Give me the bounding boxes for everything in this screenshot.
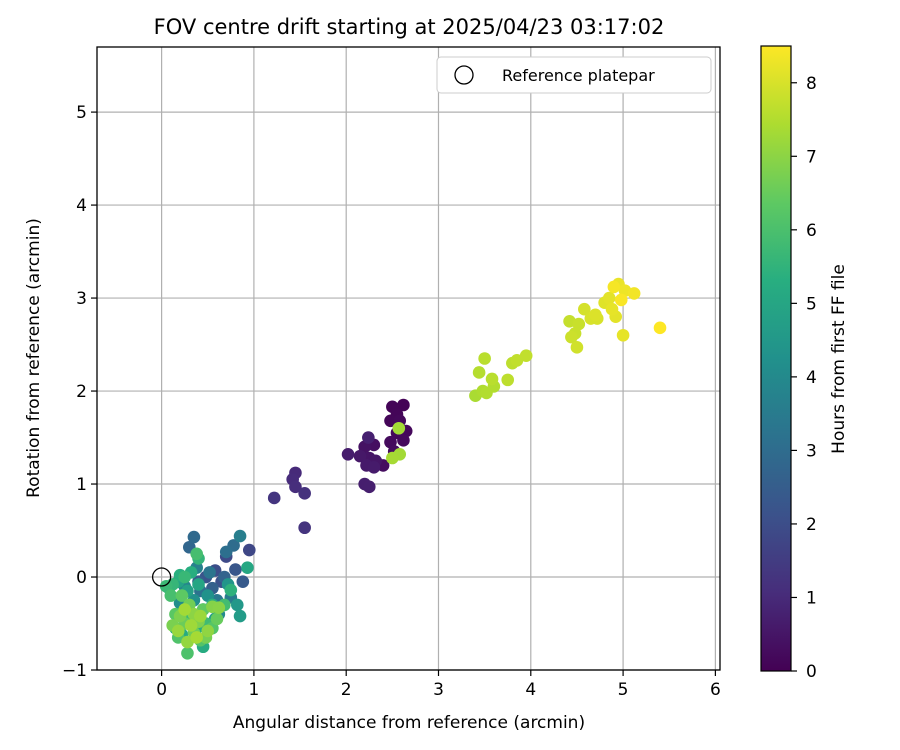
data-point: [201, 589, 215, 602]
y-tick-label: 3: [76, 289, 87, 309]
data-point: [242, 543, 256, 557]
y-tick-label: −1: [62, 661, 87, 681]
colorbar-tick-label: 7: [806, 147, 817, 167]
data-point: [627, 287, 641, 300]
y-tick-label: 5: [76, 103, 87, 123]
x-axis-label: Angular distance from reference (arcmin): [233, 713, 585, 733]
reference-point: [151, 567, 172, 587]
x-tick-label: 5: [618, 680, 629, 700]
y-tick-label: 0: [76, 568, 87, 588]
data-point: [203, 566, 216, 579]
data-point: [212, 601, 226, 614]
colorbar: [760, 45, 792, 672]
data-point: [175, 589, 189, 602]
y-tick-label: 1: [76, 475, 87, 495]
data-point: [233, 609, 247, 623]
colorbar-ticks: 0 1 2 3 4 5 6 7 8: [791, 74, 817, 682]
colorbar-tick-label: 2: [806, 515, 817, 535]
data-point: [485, 372, 499, 386]
colorbar-tick-label: 3: [806, 441, 817, 461]
data-point: [289, 480, 302, 494]
data-point: [570, 341, 584, 354]
legend-reference-marker: [454, 65, 474, 85]
data-point: [233, 529, 247, 543]
legend-entry-reference-platepar: Reference platepar: [502, 66, 655, 85]
data-point: [187, 530, 201, 544]
data-point: [341, 447, 355, 461]
x-axis-ticks: 0 1 2 3 4 5 6: [156, 670, 721, 700]
colorbar-label: Hours from first FF file: [829, 264, 849, 454]
colorbar-tick-label: 1: [806, 588, 817, 608]
colorbar-tick-label: 5: [806, 294, 817, 314]
data-point: [478, 352, 491, 365]
data-point: [236, 575, 250, 588]
data-point: [353, 449, 367, 463]
data-points: [159, 277, 667, 660]
data-point: [572, 317, 586, 331]
data-point: [386, 451, 399, 465]
data-point: [397, 434, 410, 447]
legend-box: [436, 56, 712, 94]
y-axis-label: Rotation from reference (arcmin): [24, 218, 44, 498]
data-point: [224, 583, 238, 597]
data-point: [171, 624, 185, 638]
x-tick-label: 1: [248, 680, 259, 700]
data-point: [589, 308, 602, 322]
y-axis-ticks: −1 0 1 2 3 4 5: [62, 103, 97, 681]
data-point: [267, 491, 281, 505]
data-point: [201, 624, 215, 638]
data-point: [614, 293, 628, 307]
data-point: [159, 580, 173, 593]
data-point: [178, 603, 191, 616]
colorbar-tick-label: 4: [806, 368, 817, 388]
data-point: [210, 612, 224, 626]
data-point: [653, 321, 667, 335]
colorbar-tick-label: 8: [806, 74, 817, 94]
colorbar-tick-label: 0: [806, 662, 817, 682]
data-point: [219, 545, 233, 559]
data-point: [178, 570, 191, 584]
data-point: [190, 547, 203, 561]
reference-marker: [151, 567, 172, 587]
data-point: [602, 291, 616, 305]
data-point: [362, 480, 376, 494]
data-point: [519, 349, 533, 363]
chart-title: FOV centre drift starting at 2025/04/23 …: [154, 15, 665, 39]
data-point: [230, 598, 244, 612]
x-tick-label: 6: [710, 680, 721, 700]
x-tick-label: 4: [525, 680, 536, 700]
data-point: [184, 619, 198, 632]
data-point: [392, 421, 406, 435]
y-tick-label: 2: [76, 382, 87, 402]
data-point: [164, 589, 178, 602]
data-point: [605, 302, 619, 316]
x-tick-label: 0: [156, 680, 167, 700]
x-tick-label: 3: [433, 680, 444, 700]
data-point: [616, 328, 630, 342]
colorbar-tick-label: 6: [806, 221, 817, 241]
data-point: [298, 487, 311, 500]
data-point: [362, 431, 375, 444]
data-point: [578, 302, 591, 316]
data-point: [565, 330, 578, 344]
data-point: [298, 521, 311, 535]
data-point: [241, 561, 254, 575]
data-point: [472, 366, 486, 379]
data-point: [229, 563, 242, 576]
data-point: [607, 280, 621, 294]
legend: Reference platepar: [436, 56, 712, 94]
data-point: [181, 646, 194, 660]
data-point: [194, 609, 207, 623]
data-point: [192, 578, 205, 591]
data-point: [190, 631, 203, 644]
data-point: [367, 460, 381, 474]
y-tick-label: 4: [76, 196, 87, 216]
x-tick-label: 2: [341, 680, 352, 700]
data-point: [397, 398, 410, 412]
plot-frame: [96, 46, 721, 671]
data-point: [384, 414, 397, 428]
data-point: [501, 373, 515, 387]
